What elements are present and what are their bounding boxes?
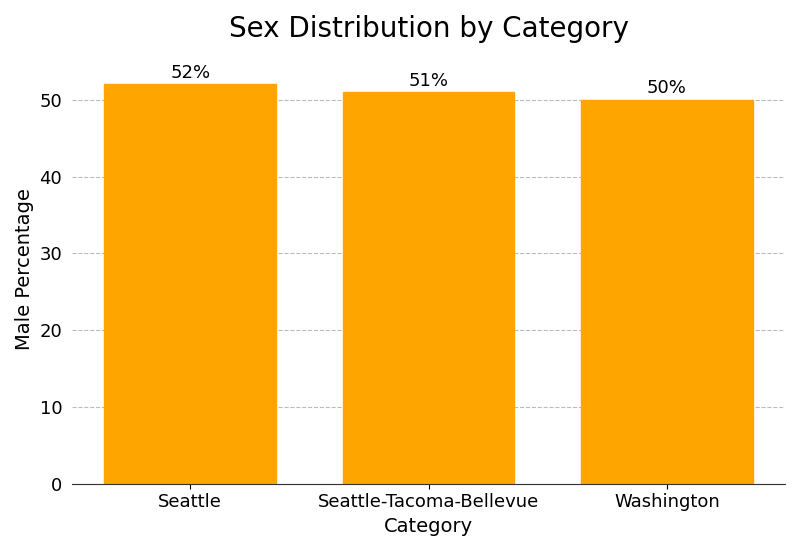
Text: 51%: 51% <box>409 72 449 90</box>
Bar <box>342 92 514 484</box>
Bar <box>581 100 753 484</box>
Title: Sex Distribution by Category: Sex Distribution by Category <box>229 15 629 43</box>
X-axis label: Category: Category <box>384 517 473 536</box>
Text: 50%: 50% <box>647 79 686 98</box>
Y-axis label: Male Percentage: Male Percentage <box>15 188 34 350</box>
Text: 52%: 52% <box>170 64 210 82</box>
Bar <box>105 84 276 484</box>
